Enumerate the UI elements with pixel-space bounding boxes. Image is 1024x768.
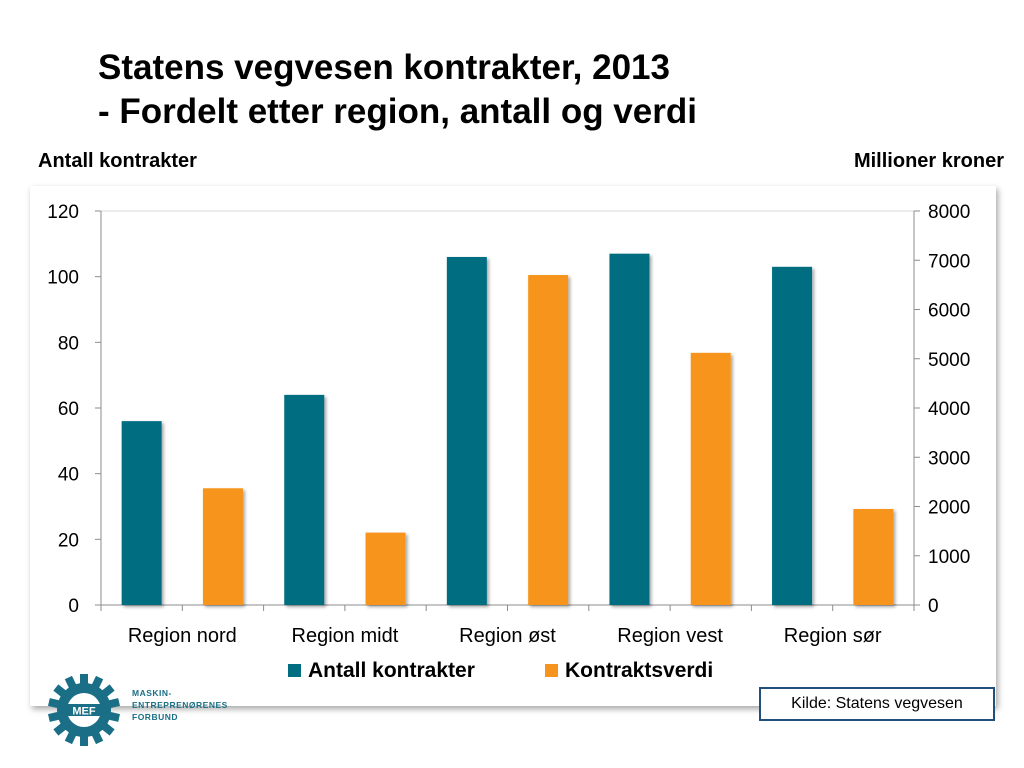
bar-verdi bbox=[853, 508, 894, 605]
right-tick-label: 3000 bbox=[928, 448, 970, 469]
logo-line-2: ENTREPRENØRENES bbox=[132, 700, 228, 710]
right-tick-label: 5000 bbox=[928, 350, 970, 371]
right-tick-label: 6000 bbox=[928, 301, 970, 322]
bar-antall bbox=[772, 266, 813, 605]
gear-tooth bbox=[80, 736, 88, 746]
left-tick-label: 100 bbox=[47, 268, 79, 289]
category-label: Region nord bbox=[128, 625, 237, 647]
gear-tooth bbox=[48, 711, 60, 722]
left-tick-label: 20 bbox=[58, 530, 79, 551]
category-label: Region sør bbox=[784, 625, 882, 647]
right-tick-label: 7000 bbox=[928, 251, 970, 272]
chart-panel: 0 20 40 60 80 100 120 0 1000 2000 3000 4000 5000 6000… bbox=[30, 186, 996, 706]
bar-verdi bbox=[528, 275, 569, 605]
page-title: Statens vegvesen kontrakter, 2013 - Ford… bbox=[98, 46, 697, 134]
gear-tooth bbox=[48, 698, 60, 709]
left-tick-label: 60 bbox=[58, 399, 79, 420]
gear-tooth bbox=[108, 711, 120, 722]
bar-antall bbox=[284, 394, 325, 605]
category-label: Region midt bbox=[292, 625, 399, 647]
right-tick-label: 4000 bbox=[928, 399, 970, 420]
bar-verdi bbox=[365, 532, 406, 605]
bar-chart: 0 20 40 60 80 100 120 0 1000 2000 3000 4000 5000 6000… bbox=[47, 202, 970, 682]
left-axis-title: Antall kontrakter bbox=[38, 150, 197, 172]
logo-line-3: FORBUND bbox=[132, 712, 178, 722]
right-tick-label: 2000 bbox=[928, 498, 970, 519]
left-tick-label: 120 bbox=[47, 202, 79, 223]
left-tick-label: 0 bbox=[68, 596, 79, 617]
left-tick-label: 80 bbox=[58, 333, 79, 354]
legend-swatch bbox=[545, 664, 558, 677]
title-line-2: - Fordelt etter region, antall og verdi bbox=[98, 92, 697, 131]
bar-antall bbox=[609, 253, 650, 605]
mef-logo: MEF MASKIN- ENTREPRENØRENES FORBUND bbox=[48, 674, 228, 746]
legend-label: Antall kontrakter bbox=[308, 659, 475, 682]
right-tick-label: 0 bbox=[928, 596, 939, 617]
bar-verdi bbox=[202, 488, 243, 605]
bar-antall bbox=[446, 256, 487, 605]
category-label: Region vest bbox=[617, 625, 723, 647]
right-tick-label: 1000 bbox=[928, 547, 970, 568]
gear-tooth bbox=[80, 674, 88, 684]
legend-swatch bbox=[288, 664, 301, 677]
source-text: Kilde: Statens vegvesen bbox=[791, 695, 963, 712]
source-box: Kilde: Statens vegvesen bbox=[759, 687, 995, 721]
left-tick-label: 40 bbox=[58, 465, 79, 486]
right-tick-label: 8000 bbox=[928, 202, 970, 223]
bar-antall bbox=[121, 421, 162, 605]
title-line-1: Statens vegvesen kontrakter, 2013 bbox=[98, 48, 670, 87]
logo-line-1: MASKIN- bbox=[132, 688, 172, 698]
category-label: Region øst bbox=[459, 625, 556, 647]
legend-label: Kontraktsverdi bbox=[565, 659, 713, 682]
logo-mark: MEF bbox=[72, 706, 96, 718]
right-axis-title: Millioner kroner bbox=[853, 150, 1004, 172]
bar-verdi bbox=[690, 352, 731, 605]
gear-logo-icon: MEF bbox=[48, 674, 120, 746]
gear-tooth bbox=[108, 698, 120, 709]
